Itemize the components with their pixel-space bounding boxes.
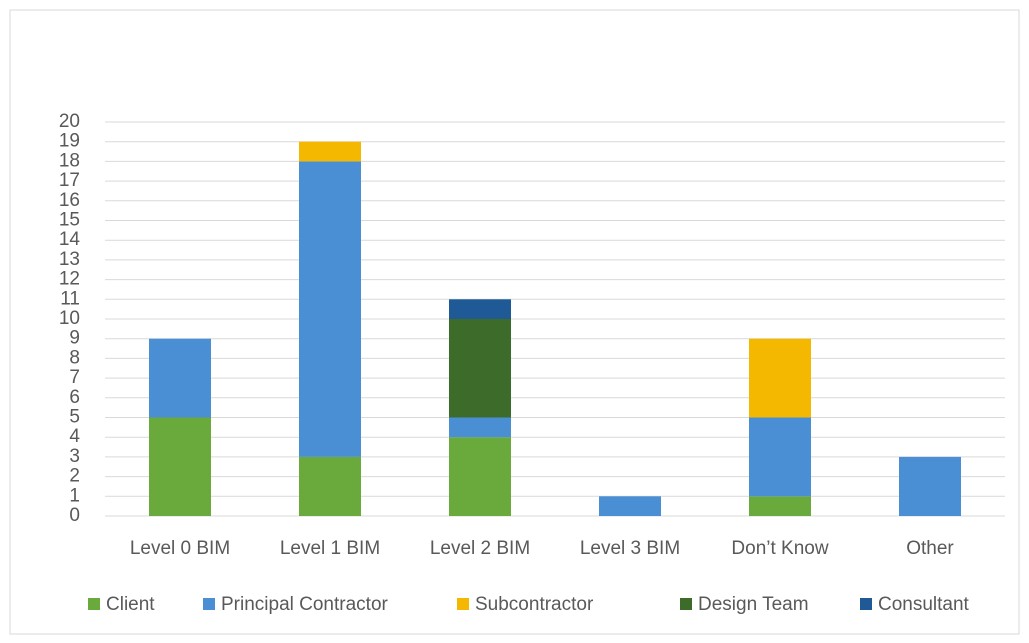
x-tick-label: Level 3 BIM xyxy=(580,538,680,559)
x-tick-label: Level 1 BIM xyxy=(280,538,380,559)
x-tick-label: Level 2 BIM xyxy=(430,538,530,559)
bar-segment xyxy=(599,496,661,516)
y-tick-label: 16 xyxy=(59,190,80,211)
y-tick-label: 13 xyxy=(59,249,80,270)
y-tick-label: 12 xyxy=(59,269,80,290)
bar-segment xyxy=(749,417,811,497)
bar-segment xyxy=(299,456,361,516)
legend-label: Client xyxy=(106,594,155,615)
bar-segment xyxy=(449,437,511,516)
bar-segment xyxy=(299,161,361,457)
legend-label: Design Team xyxy=(698,594,809,615)
x-tick-label: Other xyxy=(906,538,954,559)
y-tick-label: 5 xyxy=(69,407,80,428)
chart-frame xyxy=(9,9,1020,635)
legend-label: Principal Contractor xyxy=(221,594,389,615)
y-tick-label: 1 xyxy=(69,485,80,506)
bar-segment xyxy=(749,338,811,418)
y-tick-label: 10 xyxy=(59,308,80,329)
y-tick-label: 14 xyxy=(59,229,81,250)
y-tick-label: 3 xyxy=(69,446,80,467)
bar-segment xyxy=(749,496,811,516)
x-tick-label: Don’t Know xyxy=(731,538,828,559)
y-tick-label: 9 xyxy=(69,328,80,349)
bar-segment xyxy=(449,417,511,438)
y-tick-label: 2 xyxy=(69,466,80,487)
legend-swatch xyxy=(203,598,215,610)
legend-swatch xyxy=(457,598,469,610)
y-tick-label: 7 xyxy=(69,367,80,388)
y-tick-label: 18 xyxy=(59,150,80,171)
bar-segment xyxy=(149,417,211,516)
y-tick-label: 15 xyxy=(59,210,80,231)
legend-swatch xyxy=(88,598,100,610)
legend-label: Subcontractor xyxy=(475,594,594,615)
bar-segment xyxy=(299,141,361,162)
bar-segment xyxy=(149,338,211,418)
bar-segment xyxy=(449,299,511,319)
y-tick-label: 8 xyxy=(69,347,80,368)
legend-swatch xyxy=(680,598,692,610)
x-tick-label: Level 0 BIM xyxy=(130,538,230,559)
legend-label: Consultant xyxy=(878,594,970,615)
legend-swatch xyxy=(860,598,872,610)
y-tick-label: 17 xyxy=(59,170,80,191)
y-tick-label: 0 xyxy=(69,505,80,526)
y-tick-label: 11 xyxy=(60,288,80,309)
bar-segment xyxy=(899,456,961,516)
y-tick-label: 4 xyxy=(69,426,80,447)
y-tick-label: 20 xyxy=(59,111,80,132)
y-tick-label: 19 xyxy=(59,131,80,152)
bar-segment xyxy=(449,319,511,418)
y-tick-label: 6 xyxy=(69,387,80,408)
